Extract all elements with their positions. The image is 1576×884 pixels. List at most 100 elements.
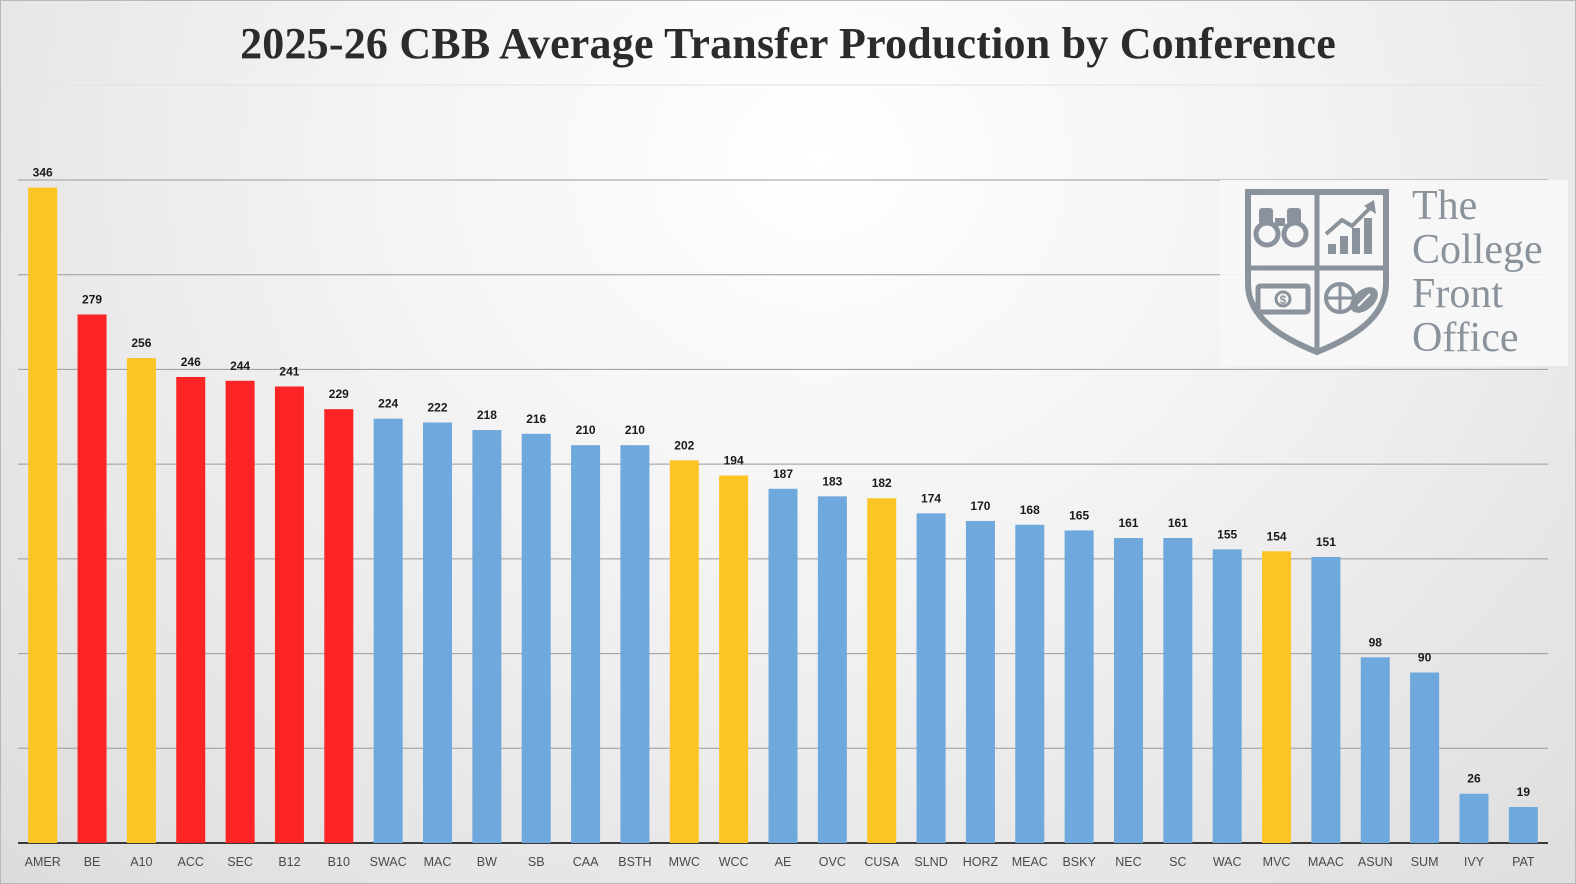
- x-tick-label: MWC: [669, 855, 700, 869]
- bar-horz: [965, 520, 995, 843]
- bar-wac: [1212, 549, 1242, 843]
- bar-a10: [126, 358, 156, 843]
- x-tick-label: SB: [528, 855, 545, 869]
- x-tick-label: MAC: [424, 855, 452, 869]
- data-label: 165: [1069, 508, 1089, 522]
- data-label: 256: [131, 336, 151, 350]
- bar-b12: [274, 386, 304, 843]
- bar-amer: [28, 187, 58, 843]
- x-tick-label: WCC: [719, 855, 749, 869]
- x-tick-label: ACC: [178, 855, 204, 869]
- bar-bsth: [620, 445, 650, 843]
- bar-caa: [571, 445, 601, 843]
- bar-ivy: [1459, 793, 1489, 843]
- data-label: 155: [1217, 527, 1237, 541]
- x-tick-label: HORZ: [963, 855, 999, 869]
- x-tick-label: CUSA: [864, 855, 899, 869]
- balls-icon: [1324, 282, 1378, 314]
- money-icon: $: [1255, 283, 1311, 315]
- logo-line: The: [1412, 183, 1478, 229]
- bar-sum: [1410, 672, 1440, 843]
- data-label: 218: [477, 408, 497, 422]
- bar-be: [77, 314, 107, 844]
- data-label: 194: [724, 454, 744, 468]
- chart-title: 2025-26 CBB Average Transfer Production …: [240, 19, 1336, 68]
- x-tick-label: SUM: [1411, 855, 1439, 869]
- x-tick-label: SLND: [914, 855, 947, 869]
- data-label: 187: [773, 467, 793, 481]
- x-tick-label: MAAC: [1308, 855, 1344, 869]
- bar-nec: [1113, 538, 1143, 843]
- data-label: 98: [1369, 635, 1383, 649]
- data-label: 26: [1467, 772, 1481, 786]
- data-label: 161: [1168, 516, 1188, 530]
- bar-pat: [1508, 807, 1538, 843]
- bar-meac: [1015, 524, 1045, 843]
- bar-wcc: [719, 475, 749, 843]
- binoculars-icon: [1253, 208, 1309, 248]
- x-tick-label: NEC: [1115, 855, 1141, 869]
- logo-line: Office: [1412, 315, 1519, 361]
- data-label: 279: [82, 292, 102, 306]
- data-label: 161: [1118, 516, 1138, 530]
- data-label: 346: [33, 166, 53, 180]
- data-label: 202: [674, 438, 694, 452]
- x-tick-label: AMER: [25, 855, 61, 869]
- x-tick-label: B10: [328, 855, 350, 869]
- x-tick-label: OVC: [819, 855, 846, 869]
- data-label: 182: [872, 476, 892, 490]
- x-tick-label: CAA: [573, 855, 599, 869]
- bar-acc: [176, 377, 206, 843]
- x-tick-label: B12: [278, 855, 300, 869]
- bar-mac: [423, 422, 453, 843]
- x-tick-label: IVY: [1464, 855, 1485, 869]
- data-label: 222: [428, 400, 448, 414]
- bar-slnd: [916, 513, 946, 843]
- x-tick-label: A10: [130, 855, 152, 869]
- data-label: 246: [181, 355, 201, 369]
- x-tick-label: BW: [477, 855, 497, 869]
- bar-maac: [1311, 556, 1341, 843]
- data-label: 90: [1418, 651, 1432, 665]
- data-label: 216: [526, 412, 546, 426]
- x-tick-label: MEAC: [1012, 855, 1048, 869]
- bar-ovc: [817, 496, 847, 843]
- bar-asun: [1360, 657, 1390, 843]
- bar-sc: [1163, 538, 1193, 843]
- data-label: 168: [1020, 503, 1040, 517]
- svg-text:$: $: [1280, 293, 1287, 307]
- x-tick-label: SC: [1169, 855, 1186, 869]
- x-tick-label: AE: [775, 855, 792, 869]
- data-label: 19: [1517, 785, 1531, 799]
- shield-icon: $: [1245, 189, 1389, 356]
- bar-growth-icon: [1324, 200, 1376, 254]
- data-label: 174: [921, 491, 941, 505]
- data-label: 224: [378, 397, 398, 411]
- bar-sec: [225, 380, 255, 843]
- data-label: 183: [822, 474, 842, 488]
- x-tick-label: PAT: [1512, 855, 1535, 869]
- bar-cusa: [867, 498, 897, 843]
- bar-swac: [373, 418, 403, 843]
- logo-line: Front: [1412, 271, 1504, 317]
- data-label: 241: [279, 364, 299, 378]
- data-label: 244: [230, 359, 250, 373]
- x-tick-label: SEC: [227, 855, 253, 869]
- logo-line: College: [1412, 227, 1543, 273]
- data-label: 170: [970, 499, 990, 513]
- x-tick-label: WAC: [1213, 855, 1242, 869]
- college-front-office-logo: $ The College Front Office: [1220, 180, 1568, 366]
- bar-bw: [472, 430, 502, 843]
- bar-b10: [324, 409, 354, 843]
- x-tick-label: SWAC: [370, 855, 407, 869]
- bar-ae: [768, 488, 798, 843]
- data-label: 210: [625, 423, 645, 437]
- x-tick-label: BSKY: [1062, 855, 1096, 869]
- bar-sb: [521, 433, 551, 843]
- x-tick-label: BE: [84, 855, 101, 869]
- bar-bsky: [1064, 530, 1094, 843]
- bar-mvc: [1262, 551, 1292, 843]
- bar-mwc: [669, 460, 699, 843]
- data-label: 151: [1316, 535, 1336, 549]
